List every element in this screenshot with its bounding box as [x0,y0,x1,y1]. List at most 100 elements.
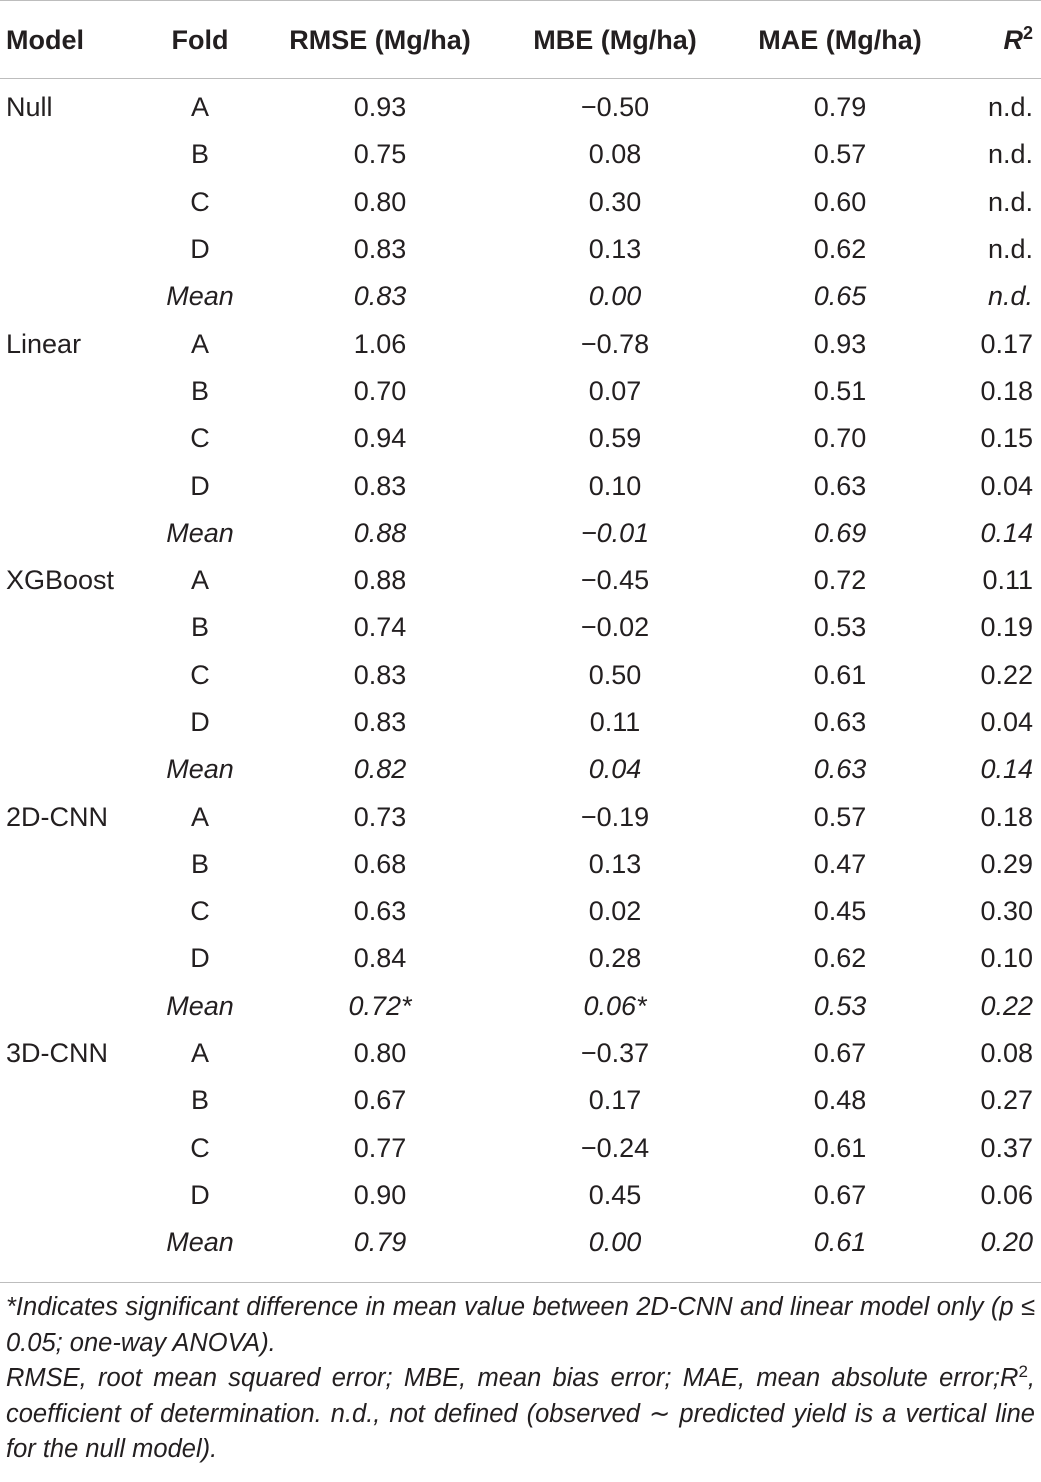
footnote-abbrev-sup: 2 [1018,1362,1028,1381]
cell-mbe: 0.07 [588,375,642,406]
cell-rmse: 0.74 [353,612,407,643]
cell-model [0,226,150,273]
cell-r2: n.d. [987,186,1033,217]
cell-model [0,1077,150,1124]
cell-rmse: 0.83 [353,659,407,690]
cell-model: Null [6,92,53,123]
cell-r2: 0.19 [980,612,1033,643]
cell-mbe: 0.30 [588,186,642,217]
cell-mbe: −0.02 [580,612,650,643]
table-row: B 0.68 0.13 0.47 0.29 [0,841,1041,888]
cell-rmse: 0.83 [353,234,407,265]
footnote-abbrev-part2: , coefficient of determination. n.d., no… [6,1364,1035,1463]
cell-mae: 0.65 [813,281,867,312]
cell-mbe: 0.59 [588,423,642,454]
cell-mae: 0.45 [813,896,867,927]
header-mbe: MBE (Mg/ha) [533,24,697,55]
cell-mae: 0.61 [813,1227,867,1258]
cell-fold: C [190,896,210,927]
cell-mae: 0.53 [813,990,867,1021]
table-row: Mean 0.83 0.00 0.65 n.d. [0,273,1041,320]
cell-r2: 0.18 [980,375,1033,406]
cell-mbe: 0.50 [588,659,642,690]
table-body: Null A 0.93 −0.50 0.79 n.d. B 0.75 0.08 0.57 n.d. C… [0,80,1041,1266]
cell-model [0,368,150,415]
cell-mbe: −0.37 [580,1038,650,1069]
cell-model [0,699,150,746]
cell-fold: B [190,1085,209,1116]
cell-mae: 0.67 [813,1179,867,1210]
results-table: Model Fold RMSE (Mg/ha) MBE (Mg/ha) MAE … [0,0,1041,1266]
table-row: D 0.90 0.45 0.67 0.06 [0,1172,1041,1219]
header-model: Model [6,24,84,55]
table-row: D 0.83 0.10 0.63 0.04 [0,462,1041,509]
cell-mae: 0.51 [813,375,867,406]
cell-mae: 0.57 [813,139,867,170]
cell-mbe: 0.45 [588,1179,642,1210]
header-r2: R2 [960,0,1041,80]
cell-mae: 0.63 [813,754,867,785]
cell-mbe: 0.13 [588,848,642,879]
cell-model [0,983,150,1030]
table-row: Mean 0.88 −0.01 0.69 0.14 [0,510,1041,557]
cell-model [0,652,150,699]
cell-rmse: 0.93 [353,92,407,123]
cell-r2: 0.22 [980,659,1033,690]
header-rmse: RMSE (Mg/ha) [289,24,471,55]
table-row: Mean 0.72* 0.06* 0.53 0.22 [0,983,1041,1030]
cell-mbe: −0.50 [580,92,650,123]
cell-model [0,1219,150,1266]
cell-rmse: 0.83 [353,470,407,501]
footnote-significance: *Indicates significant difference in mea… [6,1293,1035,1357]
table-row: Null A 0.93 −0.50 0.79 n.d. [0,80,1041,131]
cell-mbe: −0.19 [580,801,650,832]
cell-mae: 0.57 [813,801,867,832]
table-row: Mean 0.82 0.04 0.63 0.14 [0,746,1041,793]
cell-mbe: −0.45 [580,565,650,596]
table-row: C 0.63 0.02 0.45 0.30 [0,888,1041,935]
cell-rmse: 0.88 [353,565,407,596]
cell-mae: 0.63 [813,470,867,501]
cell-rmse: 0.80 [353,1038,407,1069]
cell-r2: 0.11 [982,565,1033,596]
cell-model [0,273,150,320]
cell-rmse: 0.63 [353,896,407,927]
cell-model [0,462,150,509]
cell-mbe: 0.00 [588,1227,642,1258]
table-top-rule [0,0,1041,1]
cell-model: 3D-CNN [6,1038,109,1069]
cell-model [0,888,150,935]
cell-mbe: −0.24 [580,1132,650,1163]
cell-mbe: 0.08 [588,139,642,170]
cell-mae: 0.47 [813,848,867,879]
cell-model [0,510,150,557]
cell-fold: Mean [166,517,234,548]
table-row: C 0.83 0.50 0.61 0.22 [0,652,1041,699]
cell-fold: D [190,234,210,265]
cell-r2: 0.14 [980,754,1033,785]
cell-mae: 0.62 [813,234,867,265]
table-header: Model Fold RMSE (Mg/ha) MBE (Mg/ha) MAE … [0,0,1041,80]
cell-mbe: 0.00 [588,281,642,312]
cell-model [0,841,150,888]
cell-fold: D [190,943,210,974]
cell-fold: C [190,1132,210,1163]
cell-mae: 0.67 [813,1038,867,1069]
cell-model [0,935,150,982]
cell-fold: B [190,848,209,879]
cell-r2: n.d. [987,92,1033,123]
cell-r2: 0.08 [980,1038,1033,1069]
cell-fold: Mean [166,990,234,1021]
cell-rmse: 1.06 [353,328,407,359]
table-row: B 0.70 0.07 0.51 0.18 [0,368,1041,415]
cell-mbe: 0.02 [588,896,642,927]
cell-model: 2D-CNN [6,801,109,832]
cell-fold: C [190,186,210,217]
cell-mae: 0.79 [813,92,867,123]
cell-rmse: 0.73 [353,801,407,832]
cell-r2: 0.10 [980,943,1033,974]
cell-r2: 0.27 [980,1085,1033,1116]
cell-rmse: 0.84 [353,943,407,974]
header-r2-base: R [1003,24,1023,55]
cell-r2: 0.37 [980,1132,1033,1163]
